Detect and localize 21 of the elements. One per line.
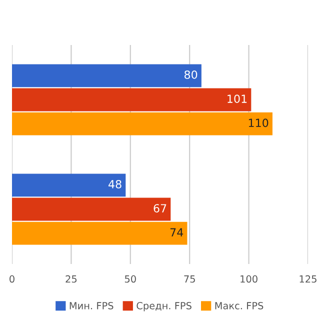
x-tick-label: 125 xyxy=(300,275,316,283)
legend-label: Макс. FPS xyxy=(215,302,264,310)
data-label: 48 xyxy=(108,180,122,188)
data-label: 67 xyxy=(154,204,166,212)
data-label: 101 xyxy=(228,94,247,103)
bar xyxy=(12,174,126,197)
bar xyxy=(12,88,252,112)
legend-label: Мин. FPS xyxy=(70,302,114,310)
x-tick-label: 75 xyxy=(184,275,195,283)
data-label: 74 xyxy=(170,228,184,236)
legend-label: Средн. FPS xyxy=(136,302,192,312)
bar xyxy=(12,112,272,136)
bar xyxy=(12,222,188,245)
bar xyxy=(12,198,171,221)
bar xyxy=(12,64,202,88)
x-tick-label: 50 xyxy=(124,275,136,283)
x-tick-label: 100 xyxy=(240,275,258,283)
data-label: 80 xyxy=(184,70,198,79)
data-label: 110 xyxy=(248,118,268,128)
x-tick-label: 25 xyxy=(66,275,77,283)
x-tick-label: 0 xyxy=(10,275,14,283)
